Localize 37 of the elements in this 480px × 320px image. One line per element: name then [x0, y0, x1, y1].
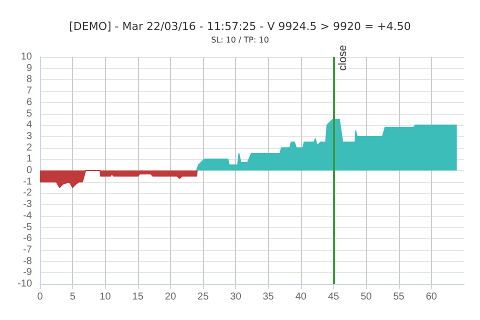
x-tick-label: 60	[426, 292, 438, 302]
y-tick-label: 9	[26, 62, 32, 74]
x-tick-label: 10	[100, 292, 112, 302]
y-tick-label: 6	[26, 96, 32, 108]
x-tick-label: 25	[198, 292, 210, 302]
y-tick-label: 2	[26, 142, 32, 154]
ref-line-label: close	[337, 45, 350, 71]
y-tick-label: -1	[23, 176, 32, 188]
y-tick-label: -3	[23, 199, 32, 210]
y-tick-label: -2	[23, 188, 32, 199]
y-tick-label: -4	[23, 210, 32, 222]
x-tick-label: 30	[230, 292, 242, 302]
y-tick-label: 10	[20, 52, 32, 62]
x-tick-label: 55	[393, 292, 405, 302]
x-tick-label: 35	[262, 292, 274, 302]
x-tick-label: 40	[295, 292, 307, 302]
y-tick-label: 1	[26, 154, 32, 165]
y-tick-label: 0	[26, 165, 32, 176]
x-tick-label: 5	[70, 292, 76, 302]
y-tick-label: 5	[26, 108, 32, 120]
chart-subtitle: SL: 10 / TP: 10	[211, 36, 269, 44]
x-tick-label: 0	[37, 292, 44, 302]
y-tick-label: 7	[26, 86, 32, 97]
y-tick-label: -8	[23, 256, 32, 267]
y-tick-label: -10	[18, 278, 32, 290]
x-tick-label: 50	[360, 292, 372, 302]
x-tick-label: 15	[132, 292, 144, 302]
y-tick-label: 8	[26, 74, 32, 86]
y-tick-label: -9	[23, 267, 32, 278]
y-tick-label: 3	[26, 130, 32, 142]
y-tick-label: -7	[23, 244, 32, 256]
y-tick-label: -6	[23, 233, 32, 244]
chart-title: [DEMO] - Mar 22/03/16 - 11:57:25 - V 9924.5 > 9920 = +4.50	[69, 20, 411, 33]
y-tick-label: -5	[23, 222, 32, 233]
x-tick-label: 45	[328, 292, 340, 302]
y-tick-label: 4	[26, 120, 32, 131]
x-tick-label: 20	[164, 292, 176, 302]
